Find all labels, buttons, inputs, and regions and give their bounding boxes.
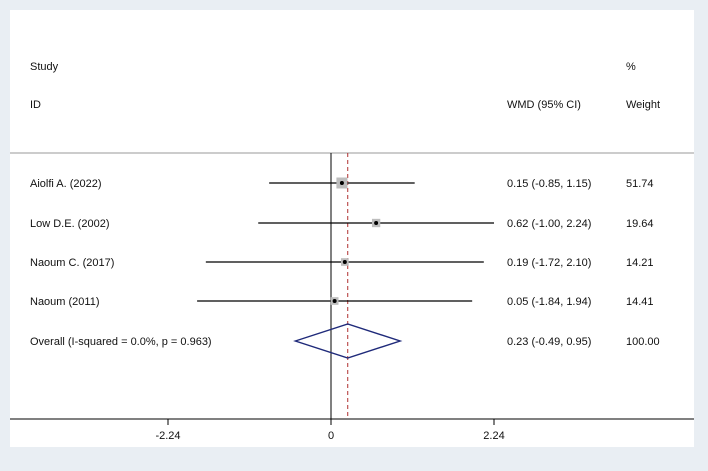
weight-value: 19.64 (626, 218, 654, 230)
study-label: Low D.E. (2002) (30, 218, 109, 230)
effect-ci-value: 0.19 (-1.72, 2.10) (507, 257, 591, 269)
study-label: Naoum (2011) (30, 296, 100, 308)
header-id: ID (30, 99, 41, 111)
forest-plot: Study ID WMD (95% CI) % Weight Aiolfi A.… (10, 61, 694, 442)
effect-ci-value: 0.62 (-1.00, 2.24) (507, 218, 591, 230)
overall-weight-value: 100.00 (626, 336, 660, 348)
header-effect: WMD (95% CI) (507, 99, 581, 111)
x-tick-label: 0 (328, 430, 334, 442)
point-estimate (332, 299, 337, 303)
study-label: Aiolfi A. (2022) (30, 178, 102, 190)
point-estimate (339, 181, 344, 185)
plot-panel: Study ID WMD (95% CI) % Weight Aiolfi A.… (10, 10, 694, 447)
header-weight-pct: % (626, 61, 636, 73)
effect-ci-value: 0.15 (-0.85, 1.15) (507, 178, 591, 190)
overall-diamond (293, 323, 403, 359)
header-study: Study (30, 61, 59, 73)
point-estimate (374, 221, 379, 225)
x-tick-label: -2.24 (155, 430, 180, 442)
study-label: Naoum C. (2017) (30, 257, 114, 269)
chart-marks: Aiolfi A. (2022) 0.15 (-0.85, 1.15) 51.74 L… (30, 153, 660, 442)
header-weight: Weight (626, 99, 660, 111)
weight-value: 51.74 (626, 178, 654, 190)
weight-value: 14.21 (626, 257, 654, 269)
x-tick-label: 2.24 (483, 430, 504, 442)
weight-value: 14.41 (626, 296, 654, 308)
effect-ci-value: 0.05 (-1.84, 1.94) (507, 296, 591, 308)
overall-effect-ci-value: 0.23 (-0.49, 0.95) (507, 336, 591, 348)
point-estimate (342, 260, 347, 264)
overall-label: Overall (I-squared = 0.0%, p = 0.963) (30, 336, 212, 348)
